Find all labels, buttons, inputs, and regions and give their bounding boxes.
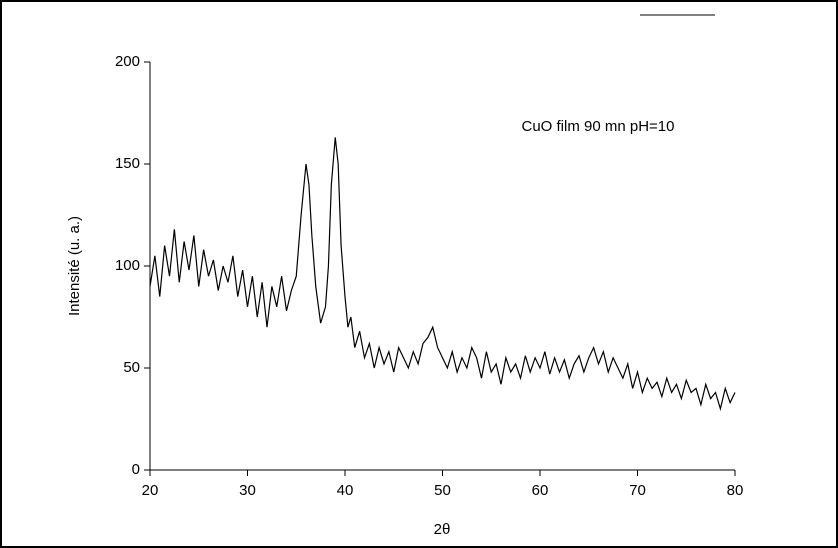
x-tick-label: 80 [727,482,744,499]
data-line [149,137,736,412]
y-tick-label: 200 [115,53,140,70]
annotation: CuO film 90 mn pH=10 [522,118,675,135]
x-tick-label: 30 [239,482,256,499]
y-tick-label: 150 [115,155,140,172]
y-axis-label: Intensité (u. a.) [66,216,83,316]
x-axis-label: 2θ [434,521,451,538]
y-tick-label: 0 [132,461,140,478]
y-tick-label: 50 [123,359,140,376]
x-tick-label: 70 [629,482,646,499]
x-tick-label: 60 [532,482,549,499]
x-tick-label: 40 [337,482,354,499]
y-tick-label: 100 [115,257,140,274]
x-tick-label: 50 [434,482,451,499]
x-tick-label: 20 [142,482,159,499]
